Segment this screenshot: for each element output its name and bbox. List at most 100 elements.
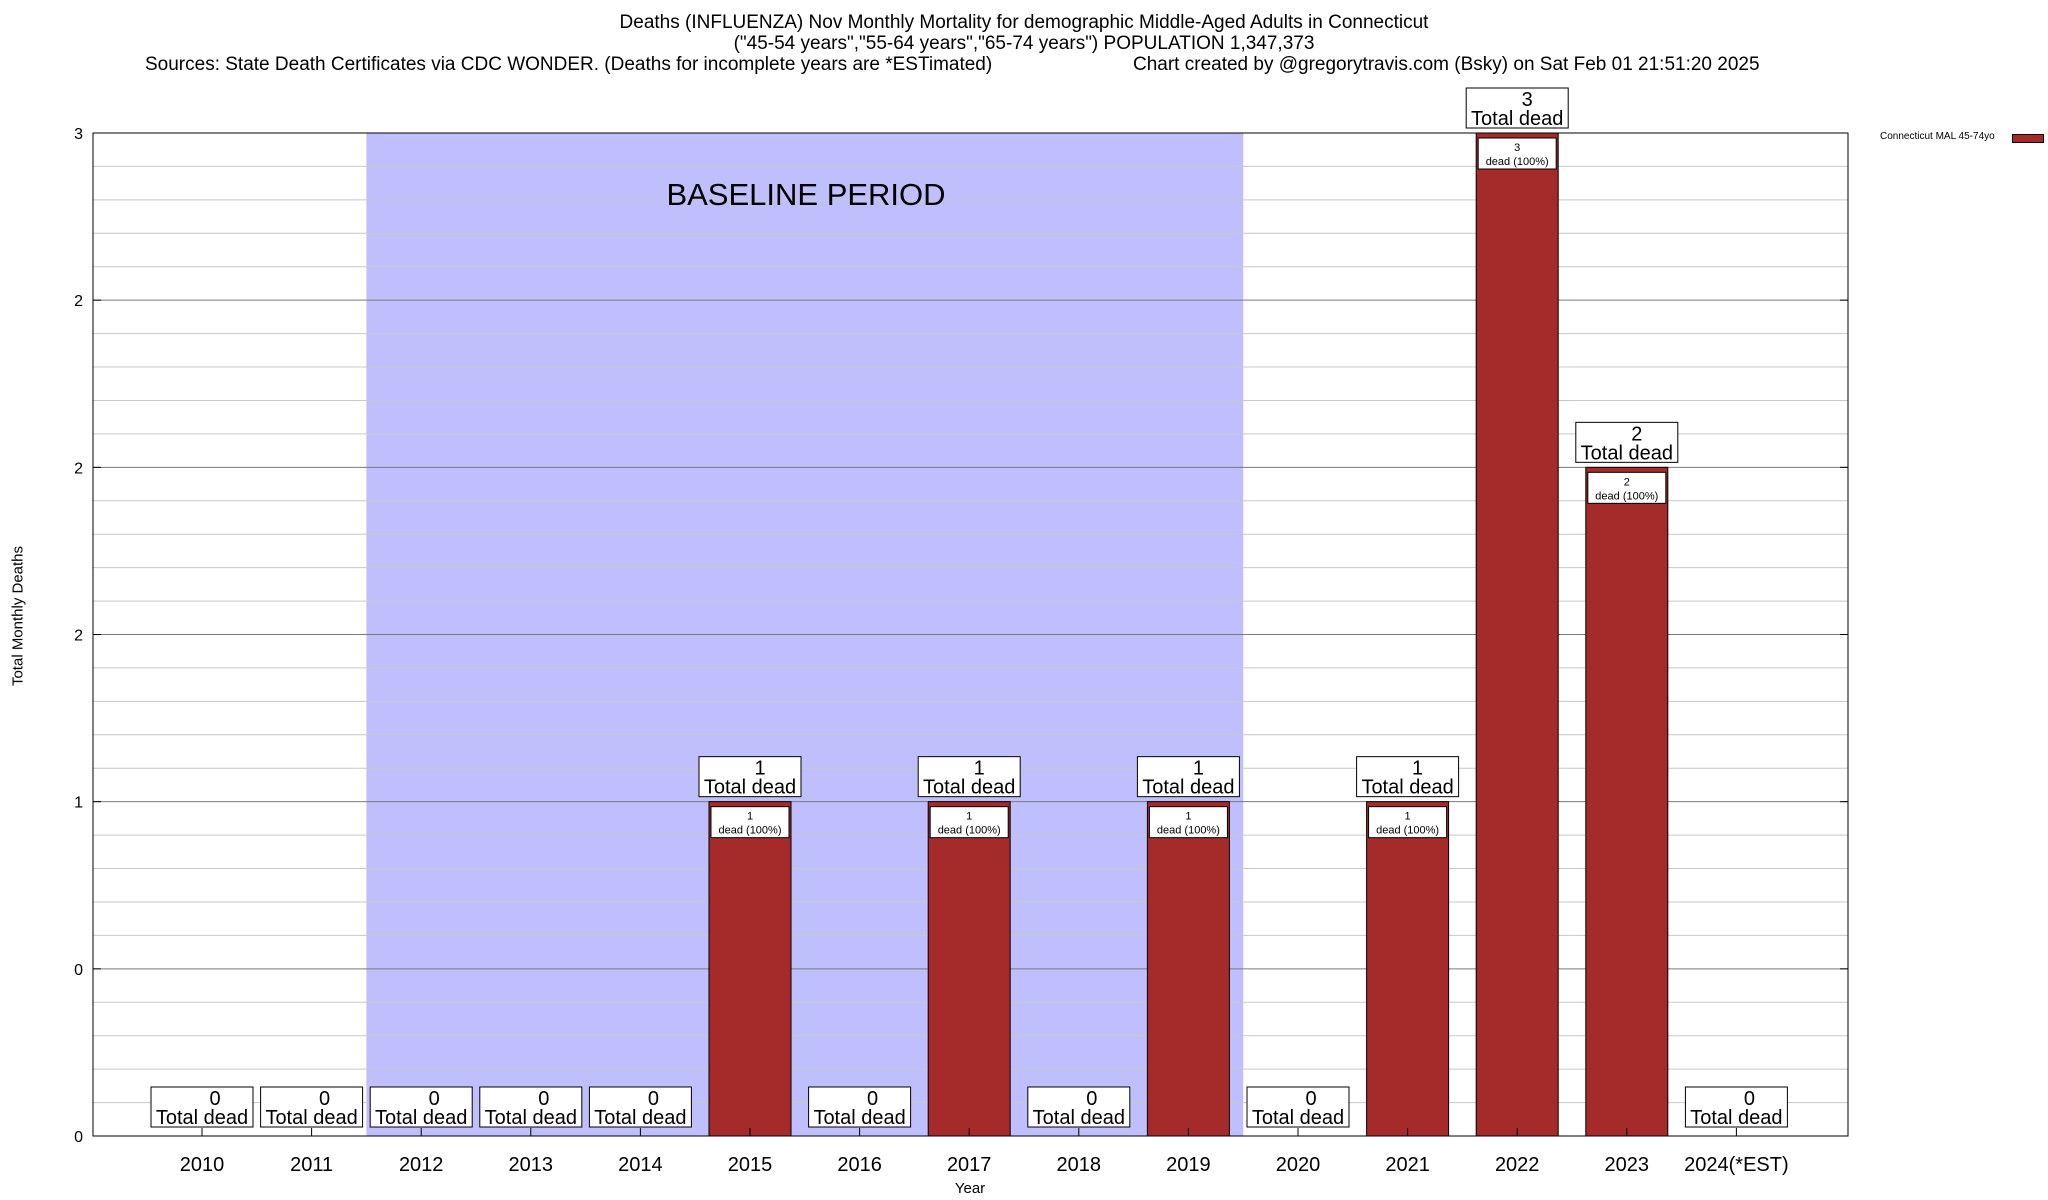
bar-inner-text: dead (100%) [1595,490,1658,502]
x-tick-label-2016: 2016 [837,1154,882,1176]
total-label-box [150,1086,254,1128]
total-label-value: 1 [754,758,765,780]
total-label-text: Total dead [1690,1107,1782,1129]
bar-2021 [1366,801,1450,1137]
plot-frame [92,132,1849,1137]
total-label-box [588,1086,692,1128]
total-label-value: 0 [429,1088,440,1110]
total-label-value: 3 [1522,89,1533,111]
total-label-box [917,756,1021,798]
total-label-value: 0 [1305,1088,1316,1110]
bar-inner-label-box [710,806,790,839]
bar-inner-value: 1 [1405,811,1411,823]
x-tick-label-2017: 2017 [947,1154,992,1176]
bar-inner-text: dead (100%) [1376,825,1439,837]
bar-inner-text: dead (100%) [1157,825,1220,837]
total-label-box [1684,1086,1788,1128]
chart-title-block: Deaths (INFLUENZA) Nov Monthly Mortality… [0,12,2048,54]
total-label-value: 0 [538,1088,549,1110]
total-label-text: Total dead [1252,1107,1344,1129]
total-label-value: 0 [209,1088,220,1110]
y-tick-label: 2 [74,460,83,477]
total-label-value: 2 [1631,423,1642,445]
total-label-text: Total dead [704,777,796,799]
total-label-text: Total dead [156,1107,248,1129]
bar-inner-value: 1 [966,811,972,823]
x-tick-label-2013: 2013 [509,1154,554,1176]
total-label-value: 1 [974,758,985,780]
total-label-value: 0 [648,1088,659,1110]
total-label-box [369,1086,473,1128]
total-label-box [1356,756,1460,798]
total-label-text: Total dead [1142,777,1234,799]
total-label-value: 0 [1744,1088,1755,1110]
x-tick-label-2018: 2018 [1057,1154,1102,1176]
x-tick-label-2024(*EST): 2024(*EST) [1684,1154,1789,1176]
y-axis-label: Total Monthly Deaths [9,545,27,687]
y-tick-label: 1 [74,795,83,812]
total-label-text: Total dead [485,1107,577,1129]
total-label-text: Total dead [1033,1107,1125,1129]
x-axis-label: Year [954,1180,986,1197]
total-label-text: Total dead [1581,442,1673,464]
bar-2019 [1146,801,1230,1137]
total-label-box [1027,1086,1131,1128]
total-label-box [260,1086,364,1128]
chart-credit: Chart created by @gregorytravis.com (Bsk… [1133,54,1760,75]
bar-inner-value: 1 [747,811,753,823]
bar-2017 [927,801,1011,1137]
x-tick-label-2019: 2019 [1166,1154,1211,1176]
x-tick-label-2011: 2011 [290,1154,333,1176]
sources-note: Sources: State Death Certificates via CD… [145,54,993,75]
total-label-box [1136,756,1240,798]
bar-inner-label-box [1148,806,1228,839]
total-label-box [1246,1086,1350,1128]
legend-swatch [2012,134,2044,143]
y-tick-label: 3 [74,126,83,143]
x-tick-label-2014: 2014 [618,1154,663,1176]
y-tick-label: 2 [74,628,83,645]
total-label-text: Total dead [594,1107,686,1129]
total-label-text: Total dead [923,777,1015,799]
bar-inner-text: dead (100%) [1486,156,1549,168]
x-tick-label-2022: 2022 [1495,1154,1540,1176]
chart-title: Deaths (INFLUENZA) Nov Monthly Mortality… [619,12,1429,33]
legend-label: Connecticut MAL 45-74yo [1880,131,1995,142]
chart-subtitle: ("45-54 years","55-64 years","65-74 year… [733,33,1315,54]
y-tick-label: 0 [74,1129,83,1146]
bar-inner-text: dead (100%) [938,825,1001,837]
x-tick-label-2015: 2015 [728,1154,773,1176]
baseline-label: BASELINE PERIOD [666,177,945,212]
total-label-text: Total dead [375,1107,467,1129]
total-label-value: 0 [1086,1088,1097,1110]
bar-inner-label-box [1477,137,1557,170]
total-label-text: Total dead [813,1107,905,1129]
x-tick-label-2010: 2010 [180,1154,225,1176]
x-tick-label-2021: 2021 [1385,1154,1430,1176]
x-tick-label-2023: 2023 [1605,1154,1650,1176]
x-tick-label-2012: 2012 [399,1154,444,1176]
total-label-text: Total dead [265,1107,357,1129]
bar-inner-label-box [929,806,1009,839]
total-label-text: Total dead [1471,108,1563,130]
bar-inner-label-box [1368,806,1448,839]
total-label-box [1465,87,1569,129]
bar-inner-value: 1 [1185,811,1191,823]
x-tick-label-2020: 2020 [1276,1154,1321,1176]
total-label-text: Total dead [1361,777,1453,799]
bar-inner-text: dead (100%) [719,825,782,837]
total-label-box [808,1086,912,1128]
total-label-box [1575,421,1679,463]
total-label-value: 0 [319,1088,330,1110]
total-label-value: 1 [1412,758,1423,780]
total-label-value: 0 [867,1088,878,1110]
bar-inner-label-box [1587,471,1667,504]
total-label-box [479,1086,583,1128]
total-label-box [698,756,802,798]
bar-inner-value: 3 [1514,142,1520,154]
bar-2015 [708,801,792,1137]
total-label-value: 1 [1193,758,1204,780]
bar-2023 [1585,466,1669,1137]
y-tick-label: 0 [74,962,83,979]
